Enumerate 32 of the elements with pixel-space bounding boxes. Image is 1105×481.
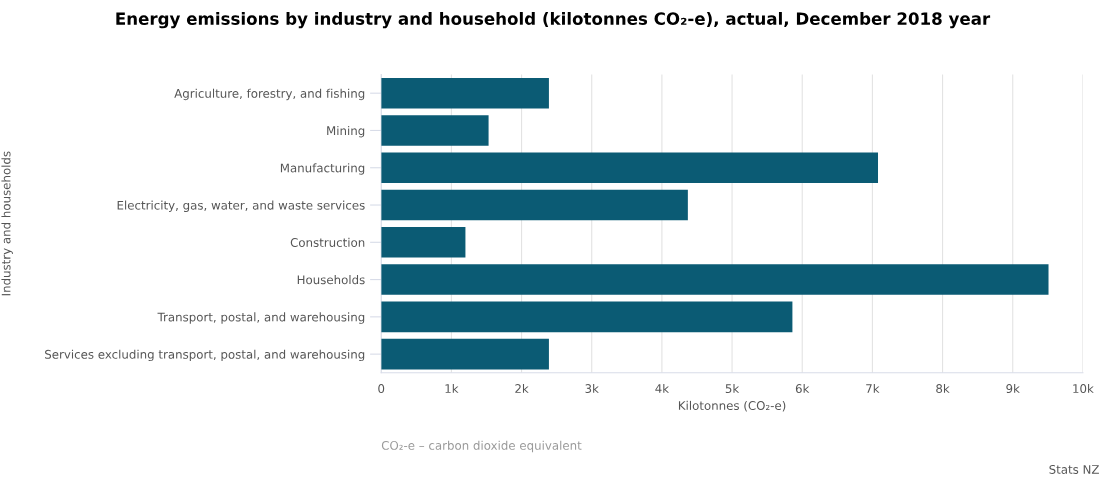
bar [381,227,466,258]
y-tick-label: Manufacturing [280,163,365,175]
text: Stats NZ [1049,464,1099,474]
chart-title: Energy emissions by industry and household (kilotonnes CO₂-e), actual, December 2018 year [116,12,991,29]
x-tick-label: 6k [795,383,810,394]
bar [381,338,549,370]
x-tick-label: 2k [515,383,529,393]
bar [381,115,489,146]
x-tick-label: 8k [936,383,950,394]
x-tick-label: 4k [655,383,670,393]
x-axis-title: Kilotonnes (CO₂-e) [678,400,786,412]
x-tick-label: 10k [1073,383,1094,394]
x-tick-label: 0 [378,384,385,394]
y-tick-label: Mining [327,125,365,138]
bar [381,264,1049,295]
bar [381,301,793,333]
y-tick-label: Households [297,275,365,285]
y-axis-title: Industry and households [1,151,13,296]
x-tick-label: 1k [445,383,459,393]
y-tick-label: Construction [290,237,365,247]
bar [381,152,879,184]
bar [381,77,549,109]
x-tick-label: 3k [585,383,599,394]
y-tick-label: Services excluding transport, postal, and warehousing [45,349,365,362]
y-tick-label: Transport, postal, and warehousing [157,312,365,324]
y-tick-label: Agriculture, forestry, and fishing [174,88,365,101]
text: CO₂-e – carbon dioxide equivalent [381,440,582,453]
bar [381,189,688,221]
x-tick-label: 7k [866,383,880,393]
y-tick-label: Electricity, gas, water, and waste services [117,200,365,212]
x-tick-label: 9k [1006,383,1020,394]
x-tick-label: 5k [725,383,740,394]
